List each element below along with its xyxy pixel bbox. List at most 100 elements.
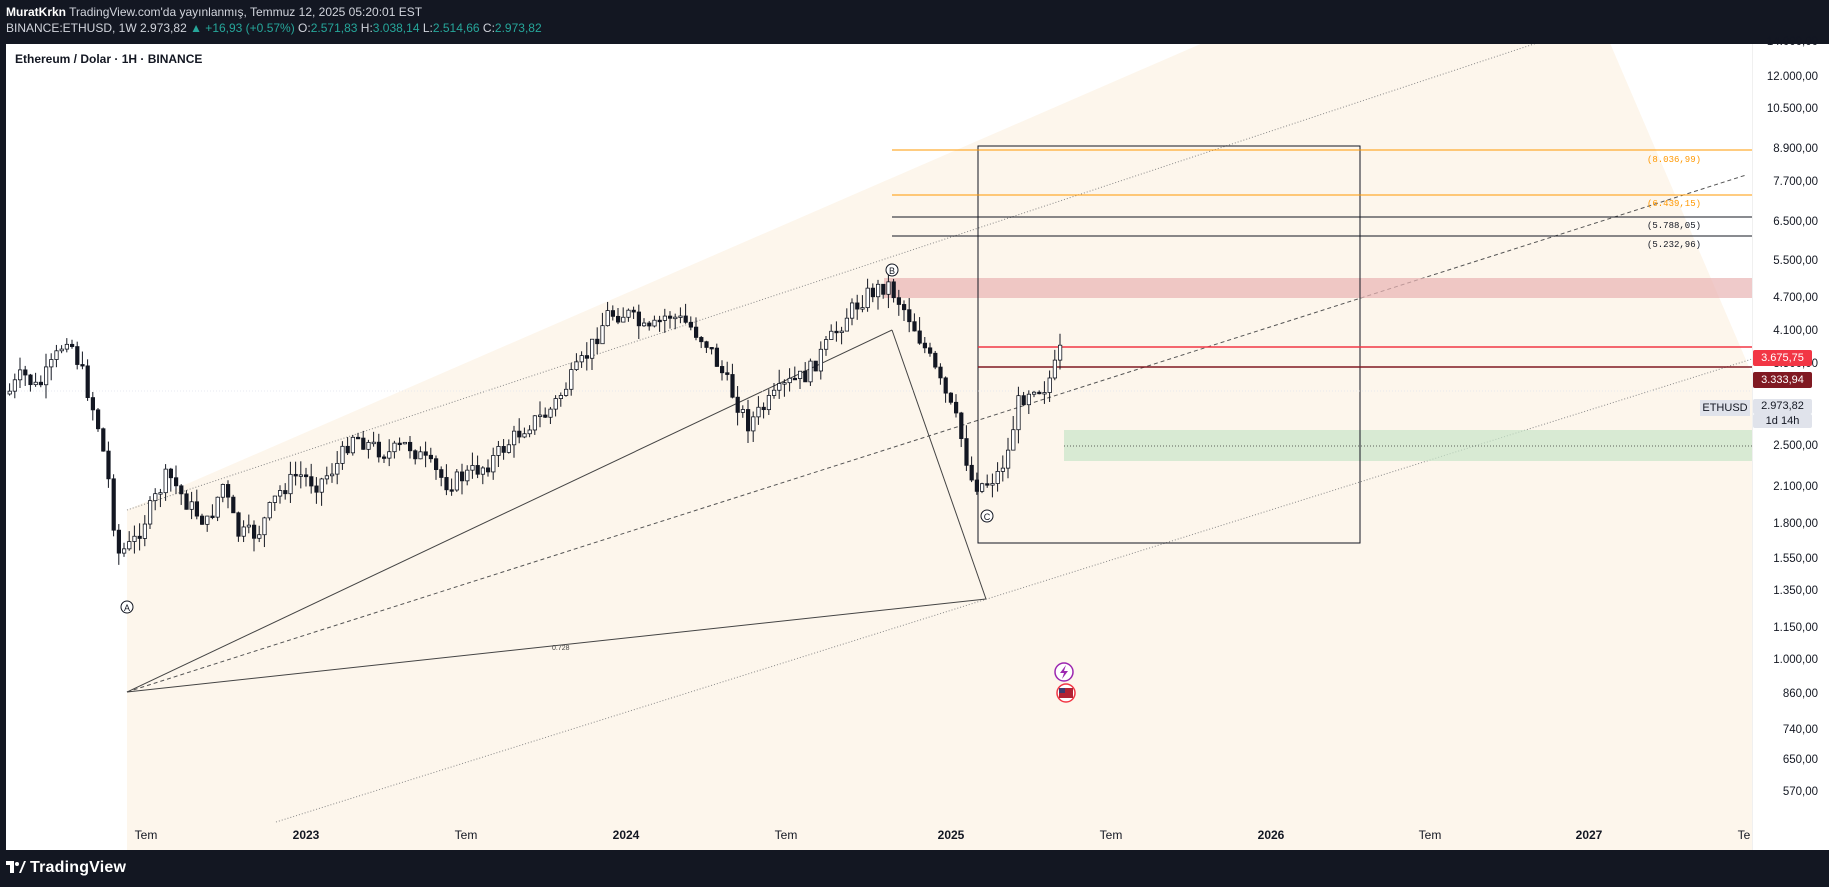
wave-marker-c[interactable] <box>980 509 994 523</box>
projection-box[interactable] <box>977 145 1361 544</box>
candle-body <box>834 330 839 334</box>
price-tag-red[interactable]: 3.675,75 <box>1753 350 1812 366</box>
candle-body <box>1032 391 1037 395</box>
candle-body <box>652 319 657 327</box>
resistance-zone[interactable] <box>884 278 1752 298</box>
candle-body <box>1021 395 1026 406</box>
support-zone[interactable] <box>1064 430 1752 461</box>
candle-body <box>860 307 865 310</box>
candle-body <box>543 414 548 418</box>
price-axis[interactable]: 14.000,00 12.000,00 10.500,00 8.900,00 7… <box>1752 36 1829 850</box>
candle-body <box>631 309 636 313</box>
candle-body <box>413 450 418 460</box>
candle-body <box>995 470 1000 484</box>
candle-body <box>808 360 813 383</box>
candle-body <box>184 493 189 510</box>
price-tag-darkred[interactable]: 3.333,94 <box>1753 372 1812 388</box>
fib-label-1: (8.036,99) <box>1647 155 1701 165</box>
fib-label-3: (5.788,05) <box>1647 221 1701 231</box>
candle-body <box>439 469 444 478</box>
candle-body <box>678 315 683 318</box>
price-tag-current[interactable]: 2.973,82 <box>1753 399 1812 414</box>
candle-body <box>277 490 283 497</box>
candle-body <box>355 436 361 440</box>
candle-body <box>844 317 850 332</box>
candle-body <box>491 455 496 473</box>
candle-body <box>127 541 132 550</box>
candle-body <box>288 473 293 495</box>
candle-body <box>933 352 938 368</box>
candle-body <box>829 330 834 340</box>
candle-body <box>101 428 106 452</box>
candle-body <box>803 370 808 383</box>
candle-body <box>205 515 210 525</box>
candle-body <box>688 321 694 328</box>
candle-body <box>990 483 995 486</box>
candle-body <box>173 477 179 487</box>
candle-body <box>335 462 340 475</box>
candle-body <box>459 471 465 482</box>
candle-body <box>969 464 974 481</box>
candle-body <box>818 348 824 372</box>
y-label: 6.500,00 <box>1773 216 1818 228</box>
close-label: C: <box>482 21 495 35</box>
y-label: 1.150,00 <box>1773 622 1818 634</box>
candle-body <box>44 366 49 386</box>
candle-body <box>241 526 246 537</box>
candle-body <box>168 468 173 479</box>
candle-body <box>153 493 158 502</box>
candle-body <box>340 445 345 464</box>
candle-body <box>54 350 59 360</box>
chart-canvas[interactable]: 0.728 (8.036,99) (6.439,15) (5.788,05) (… <box>6 44 1752 850</box>
low-value: 2.514,66 <box>432 21 480 35</box>
lightning-glyph <box>1060 665 1068 679</box>
candle-body <box>928 347 933 354</box>
candle-body <box>1052 359 1057 379</box>
brand-text: TradingView <box>30 859 127 876</box>
x-label: Tem <box>1099 828 1123 842</box>
candle-body <box>579 355 584 363</box>
y-label: 1.350,00 <box>1773 585 1818 597</box>
candle-body <box>735 396 740 413</box>
candle-body <box>792 377 798 381</box>
candle-body <box>740 409 746 413</box>
candle-body <box>777 383 782 391</box>
candle-body <box>423 451 428 456</box>
high-value: 3.038,14 <box>372 21 420 35</box>
candle-body <box>220 484 225 498</box>
candle-body <box>605 310 610 327</box>
chart-header: MuratKrkn TradingView.com'da yayınlanmış… <box>0 0 1829 44</box>
candle-body <box>23 369 28 376</box>
candle-body <box>964 438 969 466</box>
candle-body <box>673 316 678 320</box>
x-label: Te <box>1737 828 1751 842</box>
candle-body <box>444 477 449 491</box>
candle-body <box>465 469 470 482</box>
wave-marker-a[interactable] <box>120 600 134 614</box>
candle-body <box>876 283 881 298</box>
candle-body <box>787 377 792 384</box>
candle-body <box>80 364 85 367</box>
candle-body <box>70 343 75 347</box>
candle-body <box>158 492 163 495</box>
x-label: Tem <box>1418 828 1442 842</box>
chart-svg[interactable]: 0.728 (8.036,99) (6.439,15) (5.788,05) (… <box>6 44 1752 850</box>
candle-body <box>798 370 803 379</box>
author-name[interactable]: MuratKrkn <box>6 5 67 19</box>
y-label: 14.000,00 <box>1766 36 1818 48</box>
candle-body <box>90 397 95 411</box>
x-label: 2024 <box>612 828 640 842</box>
wave-marker-b[interactable] <box>885 263 899 277</box>
candle-body <box>496 446 501 456</box>
candle-body <box>75 346 80 365</box>
candle-body <box>267 502 272 519</box>
candle-body <box>324 475 330 480</box>
candle-body <box>772 389 777 396</box>
publish-info: MuratKrkn TradingView.com'da yayınlanmış… <box>6 5 422 19</box>
y-label: 1.550,00 <box>1773 553 1818 565</box>
y-label: 8.900,00 <box>1773 143 1818 155</box>
candle-body <box>17 369 23 381</box>
tradingview-logo[interactable]: TradingView <box>6 859 126 877</box>
candle-body <box>1000 467 1006 472</box>
candle-body <box>766 395 772 411</box>
